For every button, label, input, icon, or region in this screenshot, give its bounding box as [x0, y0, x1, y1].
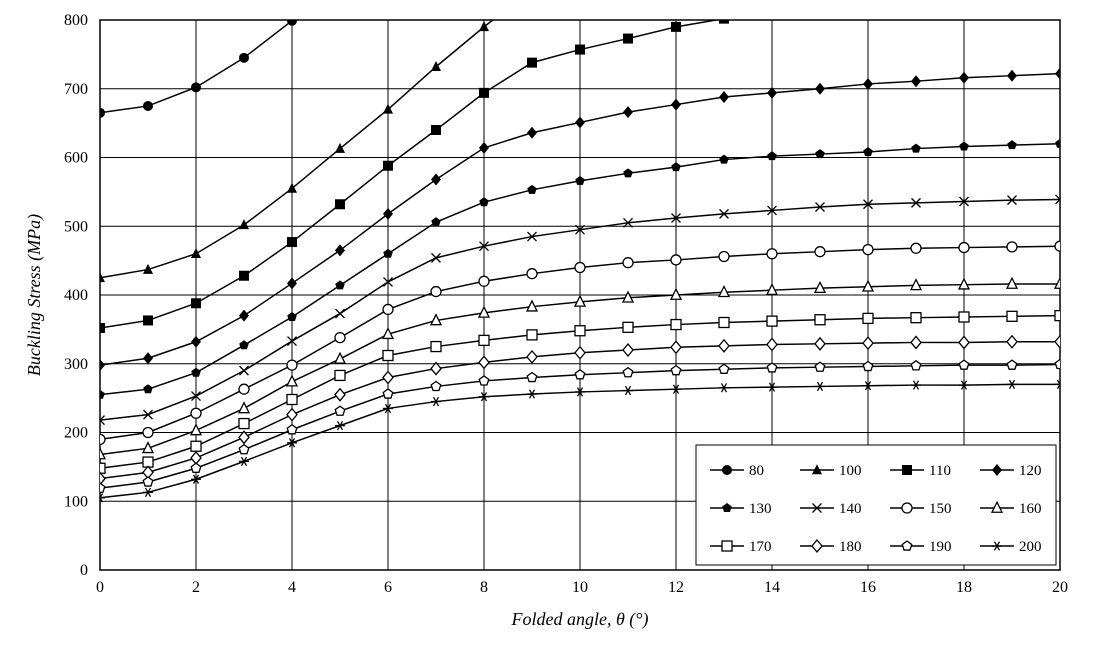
y-tick-label: 700: [64, 81, 88, 98]
x-tick-label: 8: [480, 579, 488, 596]
legend-label-140: 140: [839, 501, 862, 517]
x-tick-label: 18: [956, 579, 972, 596]
legend-label-100: 100: [839, 463, 862, 479]
x-tick-label: 12: [668, 579, 684, 596]
legend-label-110: 110: [929, 463, 951, 479]
y-axis-label: Buckling Stress (MPa): [24, 214, 45, 376]
legend-label-160: 160: [1019, 501, 1042, 517]
x-tick-label: 2: [192, 579, 200, 596]
x-tick-label: 16: [860, 579, 876, 596]
y-tick-label: 600: [64, 150, 88, 167]
legend-label-130: 130: [749, 501, 772, 517]
x-tick-label: 4: [288, 579, 296, 596]
x-tick-label: 20: [1052, 579, 1068, 596]
legend-label-170: 170: [749, 539, 772, 555]
y-tick-label: 0: [80, 562, 88, 579]
legend-label-150: 150: [929, 501, 952, 517]
legend-label-200: 200: [1019, 539, 1042, 555]
y-tick-label: 300: [64, 356, 88, 373]
y-tick-label: 400: [64, 287, 88, 304]
legend: 80 100 110 120 130 140 150 160 170 180 190 200: [696, 445, 1056, 565]
legend-label-120: 120: [1019, 463, 1042, 479]
x-tick-label: 6: [384, 579, 392, 596]
x-axis-label: Folded angle, θ (°): [510, 609, 648, 630]
x-tick-label: 10: [572, 579, 588, 596]
legend-label-80: 80: [749, 463, 764, 479]
x-tick-label: 0: [96, 579, 104, 596]
buckling-stress-chart: 0246810121416182001002003004005006007008…: [0, 0, 1099, 661]
x-tick-label: 14: [764, 579, 780, 596]
legend-label-190: 190: [929, 539, 952, 555]
chart-svg: 0246810121416182001002003004005006007008…: [0, 0, 1099, 661]
y-tick-label: 100: [64, 493, 88, 510]
y-tick-label: 500: [64, 218, 88, 235]
legend-label-180: 180: [839, 539, 862, 555]
y-tick-label: 800: [64, 12, 88, 29]
y-tick-label: 200: [64, 425, 88, 442]
